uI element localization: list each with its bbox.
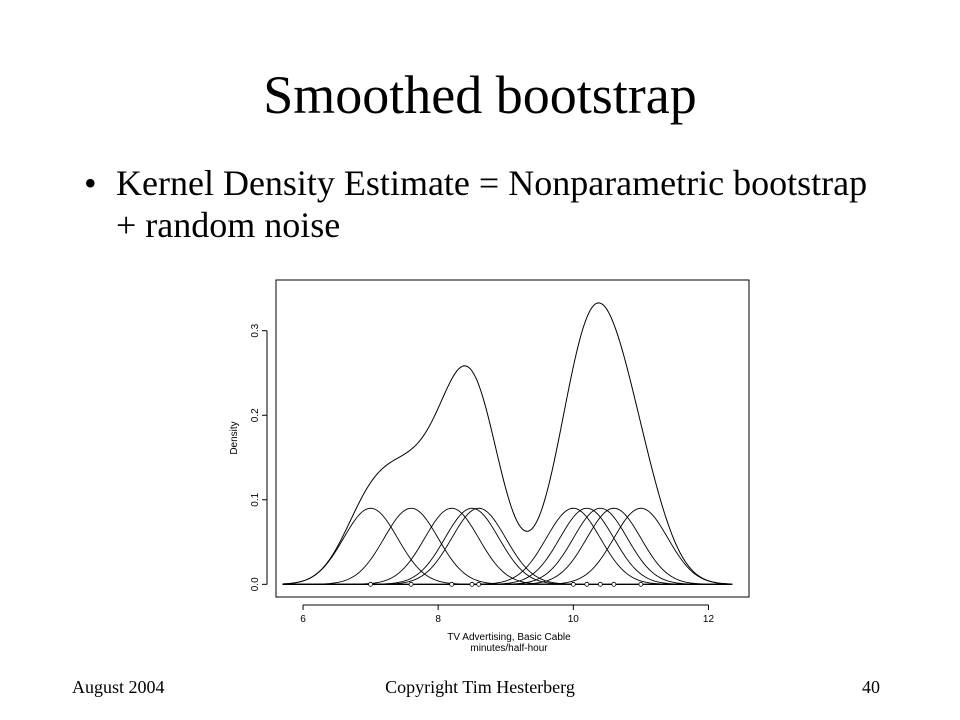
data-point [597, 581, 603, 587]
kernel-curve [282, 507, 733, 585]
x-tick-label: 10 [568, 614, 580, 625]
y-tick-label: 0.1 [250, 492, 261, 506]
kernel-curve [282, 507, 733, 585]
density-chart: 6 8 10 12 0.0 0.1 0.2 0.3 Density TV Advertisi… [220, 270, 760, 670]
y-tick-label: 0.3 [250, 323, 261, 337]
y-axis-label: Density [229, 421, 240, 454]
kernel-curve [282, 507, 733, 585]
y-axis: 0.0 0.1 0.2 0.3 [250, 323, 268, 591]
data-point [449, 581, 455, 587]
kernel-curves [282, 507, 733, 585]
y-tick-label: 0.0 [250, 577, 261, 591]
data-point [638, 581, 644, 587]
density-layer [282, 302, 733, 585]
kernel-curve [282, 507, 733, 585]
data-points [368, 581, 644, 587]
kernel-curve [282, 507, 733, 585]
x-tick-label: 6 [300, 614, 306, 625]
footer-page-number: 40 [862, 677, 880, 697]
bullet-text: Kernel Density Estimate = Nonparametric … [116, 163, 868, 245]
data-point [570, 581, 576, 587]
kernel-curve [282, 507, 733, 585]
y-tick-label: 0.2 [250, 408, 261, 422]
footer-copyright: Copyright Tim Hesterberg [385, 677, 575, 697]
data-point [584, 581, 590, 587]
kernel-curve [282, 507, 733, 585]
data-point [368, 581, 374, 587]
data-point [611, 581, 617, 587]
density-chart-svg: 6 8 10 12 0.0 0.1 0.2 0.3 Density TV Advertisi… [229, 279, 750, 654]
data-point [408, 581, 414, 587]
density-curve [282, 302, 733, 585]
x-axis-label-line2: minutes/half-hour [470, 643, 548, 654]
bullet-item: • Kernel Density Estimate = Nonparametri… [84, 162, 884, 246]
slide-title: Smoothed bootstrap [263, 65, 697, 125]
plot-frame [275, 279, 750, 598]
kernel-curve [282, 507, 733, 585]
x-axis: 6 8 10 12 [300, 604, 715, 625]
data-point [476, 581, 482, 587]
x-axis-label-line1: TV Advertising, Basic Cable [447, 632, 571, 643]
x-tick-label: 8 [435, 614, 441, 625]
data-point [469, 581, 475, 587]
x-tick-label: 12 [703, 614, 715, 625]
bullet-dot: • [84, 163, 97, 203]
footer-date: August 2004 [72, 677, 165, 697]
kernel-curve [282, 507, 733, 585]
kernel-curve [282, 507, 733, 585]
